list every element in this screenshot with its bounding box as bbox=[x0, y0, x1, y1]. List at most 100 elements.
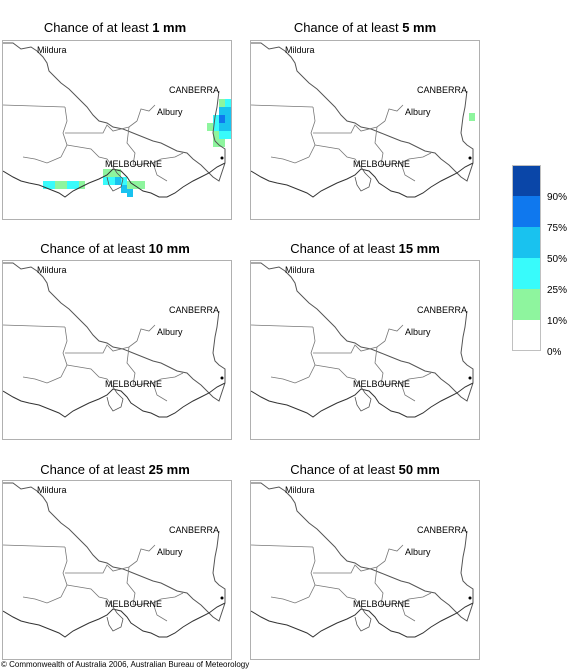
panel-title: Chance of at least 1 mm bbox=[0, 20, 230, 35]
panel-title: Chance of at least 15 mm bbox=[250, 241, 480, 256]
panel-title-prefix: Chance of at least bbox=[290, 462, 399, 477]
panel-title-prefix: Chance of at least bbox=[290, 241, 399, 256]
legend-label-90: 90% bbox=[547, 192, 568, 203]
panel-title: Chance of at least 10 mm bbox=[0, 241, 230, 256]
panel-title-prefix: Chance of at least bbox=[293, 20, 403, 35]
rain-cell bbox=[225, 99, 231, 107]
place-label-canberra: CANBERRA bbox=[417, 305, 468, 315]
legend-swatch-0 bbox=[512, 320, 541, 351]
rain-cell bbox=[219, 123, 225, 131]
rain-cell bbox=[109, 177, 115, 185]
rain-cell bbox=[219, 107, 225, 115]
legend bbox=[512, 165, 541, 351]
panel-title: Chance of at least 5 mm bbox=[250, 20, 480, 35]
place-label-canberra: CANBERRA bbox=[169, 525, 220, 535]
place-label-melbourne: MELBOURNE bbox=[353, 379, 411, 389]
rain-cell bbox=[67, 181, 73, 189]
map-svg bbox=[251, 482, 474, 638]
place-label-melbourne: MELBOURNE bbox=[105, 379, 163, 389]
place-label-canberra: CANBERRA bbox=[169, 85, 220, 95]
panel-title-prefix: Chance of at least bbox=[43, 20, 153, 35]
rain-cell bbox=[219, 115, 225, 123]
legend-swatch-25 bbox=[512, 258, 541, 289]
rain-cell bbox=[79, 181, 85, 189]
copyright-notice: © Commonwealth of Australia 2006, Austra… bbox=[1, 660, 250, 669]
rain-cell bbox=[225, 131, 231, 139]
rain-cell bbox=[55, 181, 61, 189]
map-svg bbox=[3, 42, 231, 198]
rain-cell bbox=[49, 181, 55, 189]
legend-label-50: 50% bbox=[547, 254, 568, 265]
place-label-mildura: Mildura bbox=[37, 45, 67, 55]
panel-title-prefix: Chance of at least bbox=[40, 462, 149, 477]
legend-label-10: 10% bbox=[547, 316, 568, 327]
rain-cell bbox=[115, 177, 121, 185]
rain-cell bbox=[219, 131, 225, 139]
legend-swatch-75 bbox=[512, 196, 541, 227]
rain-cell bbox=[127, 189, 133, 197]
panel-title-amount: 50 mm bbox=[398, 462, 440, 477]
map-svg bbox=[3, 482, 226, 638]
panel-title-prefix: Chance of at least bbox=[40, 241, 149, 256]
rain-cell bbox=[127, 181, 133, 189]
rain-cell bbox=[213, 139, 219, 147]
legend-label-0: 0% bbox=[547, 347, 562, 358]
rainfall-map: Mildura CANBERRA Albury MELBOURNE bbox=[2, 480, 232, 660]
place-label-melbourne: MELBOURNE bbox=[353, 599, 411, 609]
legend-swatch-50 bbox=[512, 227, 541, 258]
rain-cell bbox=[213, 123, 219, 131]
place-label-canberra: CANBERRA bbox=[417, 85, 468, 95]
map-svg bbox=[251, 262, 474, 418]
rain-cell bbox=[73, 181, 79, 189]
place-label-albury: Albury bbox=[157, 327, 183, 337]
rain-cell bbox=[207, 123, 213, 131]
rain-cell bbox=[103, 169, 109, 177]
place-label-mildura: Mildura bbox=[285, 265, 315, 275]
panel-title-amount: 1 mm bbox=[152, 20, 187, 35]
rain-cell bbox=[225, 115, 231, 123]
place-label-mildura: Mildura bbox=[37, 485, 67, 495]
map-svg bbox=[251, 42, 475, 198]
rain-cell bbox=[139, 181, 145, 189]
rain-cell bbox=[225, 123, 231, 131]
panel-title-amount: 10 mm bbox=[148, 241, 190, 256]
rainfall-map: Mildura CANBERRA Albury MELBOURNE bbox=[2, 260, 232, 440]
rain-cell bbox=[121, 177, 127, 185]
rain-cell bbox=[213, 115, 219, 123]
rain-cell bbox=[219, 99, 225, 107]
rainfall-map: Mildura CANBERRA Albury MELBOURNE bbox=[2, 40, 232, 220]
place-label-albury: Albury bbox=[157, 547, 183, 557]
rain-cell bbox=[213, 131, 219, 139]
place-label-albury: Albury bbox=[405, 327, 431, 337]
rain-cell bbox=[225, 107, 231, 115]
place-label-mildura: Mildura bbox=[285, 45, 315, 55]
rain-cell bbox=[115, 169, 121, 177]
rain-cell bbox=[469, 113, 475, 121]
place-label-melbourne: MELBOURNE bbox=[105, 159, 163, 169]
place-label-mildura: Mildura bbox=[285, 485, 315, 495]
rain-cell bbox=[133, 181, 139, 189]
place-label-canberra: CANBERRA bbox=[169, 305, 220, 315]
legend-label-25: 25% bbox=[547, 285, 568, 296]
rain-cell bbox=[121, 185, 127, 193]
map-svg bbox=[3, 262, 226, 418]
rainfall-map: Mildura CANBERRA Albury MELBOURNE bbox=[250, 480, 480, 660]
rain-cell bbox=[109, 169, 115, 177]
panel-title: Chance of at least 50 mm bbox=[250, 462, 480, 477]
rain-cell bbox=[61, 181, 67, 189]
panel-title-amount: 25 mm bbox=[148, 462, 190, 477]
panel-title: Chance of at least 25 mm bbox=[0, 462, 230, 477]
place-label-mildura: Mildura bbox=[37, 265, 67, 275]
place-label-albury: Albury bbox=[405, 107, 431, 117]
legend-label-75: 75% bbox=[547, 223, 568, 234]
place-label-albury: Albury bbox=[405, 547, 431, 557]
rain-cell bbox=[103, 177, 109, 185]
rainfall-map: Mildura CANBERRA Albury MELBOURNE bbox=[250, 260, 480, 440]
place-label-melbourne: MELBOURNE bbox=[105, 599, 163, 609]
rain-cell bbox=[43, 181, 49, 189]
rainfall-map: Mildura CANBERRA Albury MELBOURNE bbox=[250, 40, 480, 220]
panel-title-amount: 5 mm bbox=[402, 20, 437, 35]
rain-cell bbox=[219, 139, 225, 147]
legend-swatch-90 bbox=[512, 165, 541, 196]
place-label-albury: Albury bbox=[157, 107, 183, 117]
